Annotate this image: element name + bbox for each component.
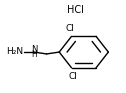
Text: Cl: Cl [68, 72, 77, 81]
Text: HCl: HCl [67, 5, 84, 15]
Text: N: N [31, 45, 37, 54]
Text: H: H [31, 50, 37, 59]
Text: Cl: Cl [66, 24, 75, 33]
Text: H₂N: H₂N [6, 47, 23, 56]
